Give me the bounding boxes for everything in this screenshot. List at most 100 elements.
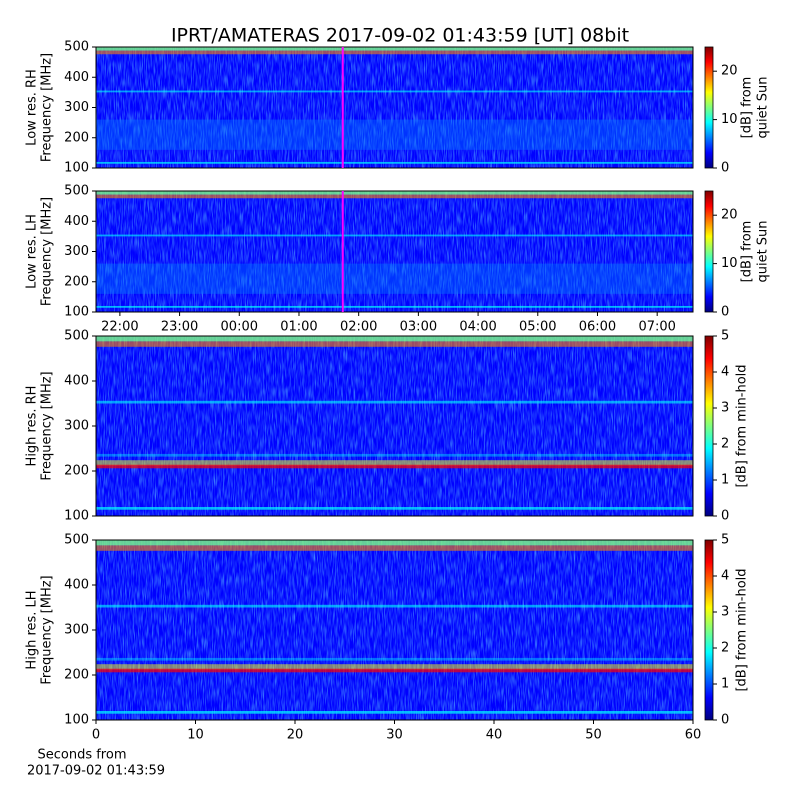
y-tick-label: 100 [64,509,89,524]
colorbar-tick-label: 4 [721,365,729,380]
y-tick-label: 300 [64,100,89,115]
x-tick-label: 06:00 [579,320,616,335]
x-tick-label: 20 [287,728,304,743]
spectrogram-band [96,119,693,150]
colorbar-label: [dB] from [740,221,755,283]
colorbar-label: quiet Sun [756,76,771,138]
y-tick-label: 300 [64,419,89,434]
y-tick-label: 100 [64,161,89,176]
y-axis-label: Low res. RH [25,69,40,146]
y-tick-label: 500 [64,329,89,344]
colorbar-tick-label: 10 [721,256,738,271]
colorbar-label: [dB] from [740,77,755,139]
spectrogram-band [96,460,693,466]
x-tick-label: 40 [486,728,503,743]
spectrogram-band [96,263,693,294]
y-tick-label: 100 [64,305,89,320]
spectrogram-band [96,464,693,469]
x-tick-label: 0 [92,728,100,743]
y-tick-label: 500 [64,184,89,199]
spectrogram-band [96,400,693,404]
spectrogram-band [96,194,693,199]
x-axis-label: Seconds from [37,748,126,763]
chart-title: IPRT/AMATERAS 2017-09-02 01:43:59 [UT] 0… [171,25,629,47]
y-axis-label: Frequency [MHz] [40,371,55,480]
spectrogram-noise [96,336,693,516]
x-tick-label: 50 [585,728,602,743]
x-tick-label: 00:00 [221,320,258,335]
x-tick-label: 60 [685,728,702,743]
y-tick-label: 400 [64,214,89,229]
y-tick-label: 300 [64,244,89,259]
colorbar-tick-label: 5 [721,533,729,548]
colorbar-tick-label: 4 [721,569,729,584]
y-tick-label: 200 [64,668,89,683]
colorbar-tick-label: 1 [721,677,729,692]
x-tick-label: 03:00 [400,320,437,335]
spectrogram-band [96,668,693,673]
y-axis-label: Frequency [MHz] [40,197,55,306]
spectrogram-band [96,657,693,661]
y-axis-label: Frequency [MHz] [40,575,55,684]
colorbar-tick-label: 5 [721,329,729,344]
colorbar-tick-label: 0 [721,305,729,320]
y-tick-label: 500 [64,533,89,548]
x-tick-label: 01:00 [280,320,317,335]
y-tick-label: 300 [64,623,89,638]
x-axis-label: 2017-09-02 01:43:59 [27,764,165,779]
x-tick-label: 10 [187,728,204,743]
colorbar-tick-label: 0 [721,713,729,728]
spectrogram-band [96,341,693,347]
spectrogram-noise [96,540,693,720]
y-tick-label: 400 [64,70,89,85]
x-tick-label: 30 [386,728,403,743]
spectrogram-band [96,50,693,55]
colorbar-tick-label: 1 [721,473,729,488]
y-axis-label: Low res. LH [25,214,40,289]
spectrogram-band [96,90,693,93]
colorbar-tick-label: 0 [721,509,729,524]
spectrogram-band [96,545,693,551]
spectrogram-band [96,305,693,308]
colorbar-label: [dB] from min-hold [735,364,750,487]
x-tick-label: 05:00 [519,320,556,335]
y-axis-label: Frequency [MHz] [40,53,55,162]
x-tick-label: 02:00 [340,320,377,335]
y-tick-label: 400 [64,578,89,593]
x-tick-label: 23:00 [161,320,198,335]
colorbar [704,190,714,313]
spectrogram-band [96,604,693,608]
colorbar-label: [dB] from min-hold [735,568,750,691]
colorbar-tick-label: 2 [721,437,729,452]
colorbar [704,46,714,169]
spectrogram-band [96,47,693,51]
y-tick-label: 200 [64,274,89,289]
spectrogram-band [96,540,693,546]
colorbar-tick-label: 20 [721,64,738,79]
spectrogram-band [96,664,693,670]
spectrogram-band [96,453,693,457]
y-tick-label: 200 [64,464,89,479]
y-tick-label: 200 [64,130,89,145]
x-tick-label: 04:00 [459,320,496,335]
spectrogram-noise [96,47,693,168]
spectrogram-band [96,336,693,342]
colorbar-tick-label: 0 [721,161,729,176]
colorbar-tick-label: 20 [721,208,738,223]
y-tick-label: 100 [64,713,89,728]
colorbar-tick-label: 10 [721,112,738,127]
colorbar [704,539,714,721]
colorbar-tick-label: 2 [721,641,729,656]
x-tick-label: 07:00 [638,320,675,335]
colorbar-tick-label: 3 [721,401,729,416]
colorbar-tick-label: 3 [721,605,729,620]
y-tick-label: 500 [64,40,89,55]
colorbar-label: quiet Sun [756,220,771,282]
spectrogram-band [96,507,693,510]
y-axis-label: High res. LH [25,590,40,669]
y-axis-label: High res. RH [25,386,40,467]
colorbar [704,335,714,517]
spectrogram-band [96,711,693,714]
spectrogram-band [96,191,693,195]
